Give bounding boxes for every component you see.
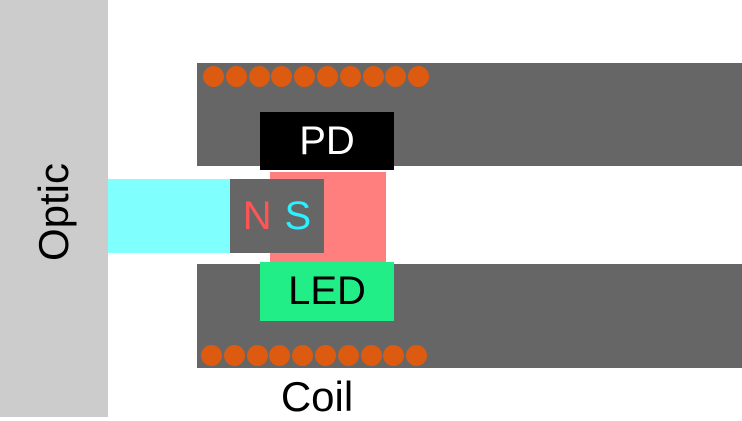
pd-label: PD (299, 118, 355, 163)
coil-turn (406, 345, 428, 366)
coil-turn (360, 345, 382, 366)
coil-turn (362, 66, 384, 87)
magnet: N S (230, 179, 324, 253)
coil-turn (294, 66, 316, 87)
coil-turn (292, 345, 314, 366)
coil-turn (383, 345, 405, 366)
coil-label: Coil (280, 373, 354, 420)
coil-turn (339, 66, 361, 87)
led-label: LED (288, 269, 366, 313)
coil-turn (203, 66, 224, 87)
coil-turn (246, 345, 268, 366)
coil-turn (316, 66, 338, 87)
magnet-north-label: N (242, 193, 272, 238)
coil-turn (271, 66, 293, 87)
coil-turn (225, 66, 247, 87)
coil-turn (314, 345, 336, 366)
coil-windings-top (203, 66, 431, 87)
coil-turn (337, 345, 359, 366)
coil-turn (269, 345, 291, 366)
coil-turn (248, 66, 270, 87)
optic-label: Optic (30, 162, 77, 262)
magnet-south-label: S (284, 193, 312, 238)
coil-windings-bottom (201, 345, 429, 366)
optic-panel (0, 0, 108, 417)
led-box: LED (260, 262, 394, 321)
photodiode-box: PD (260, 112, 394, 170)
optic-beam (108, 179, 231, 253)
coil-turn (408, 66, 430, 87)
coil-turn (223, 345, 245, 366)
coil-turn (201, 345, 222, 366)
coil-turn (385, 66, 407, 87)
